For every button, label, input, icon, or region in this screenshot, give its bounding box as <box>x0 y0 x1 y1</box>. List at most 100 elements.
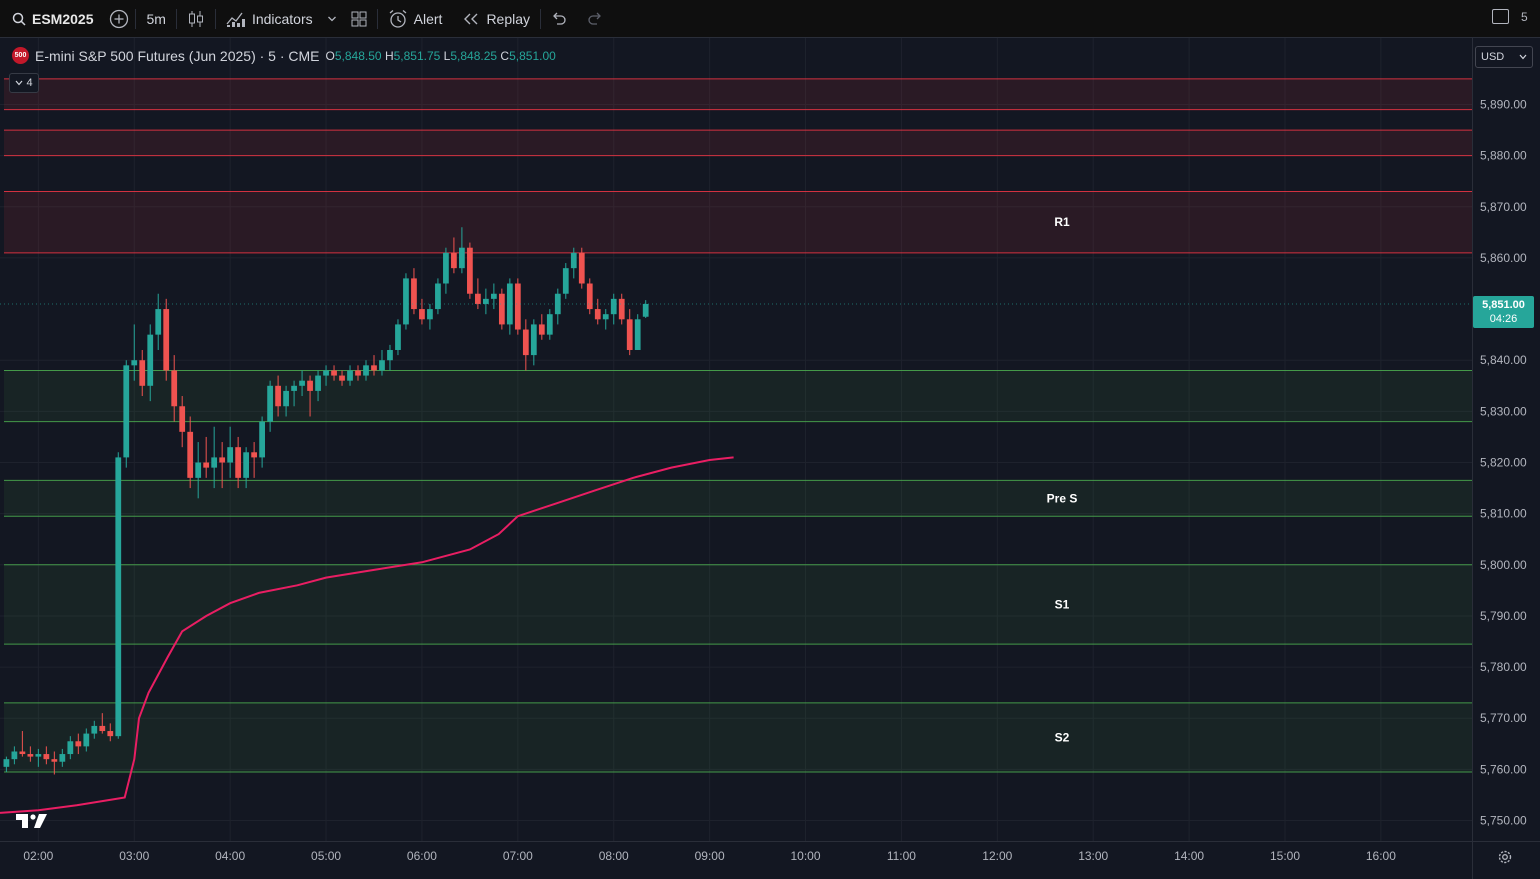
candle-body <box>379 360 385 371</box>
price-tick-label: 5,760.00 <box>1480 762 1527 776</box>
currency-select[interactable]: USD <box>1475 46 1533 68</box>
symbol-search-button[interactable]: ESM2025 <box>0 0 103 37</box>
candle-body <box>195 462 202 478</box>
candle <box>251 442 258 478</box>
gear-icon[interactable] <box>1497 849 1513 865</box>
legend-title[interactable]: E-mini S&P 500 Futures (Jun 2025) · 5 · … <box>35 47 320 64</box>
candle <box>179 396 186 448</box>
candle-body <box>347 370 353 381</box>
candle <box>578 247 585 289</box>
open-key: O <box>325 48 335 63</box>
candle-body <box>275 385 281 407</box>
ohlc-values: O5,848.50 H5,851.75 L5,848.25 C5,851.00 <box>326 49 556 63</box>
candle <box>642 300 649 319</box>
candle <box>411 268 417 315</box>
candle <box>355 365 361 381</box>
support-resistance-zones: R1 Pre S S1 S2 <box>4 78 1472 773</box>
vwap-line <box>0 456 734 814</box>
candle <box>387 344 393 371</box>
time-tick-label: 05:00 <box>311 849 341 863</box>
candle <box>363 360 369 381</box>
indicator-templates-dropdown[interactable] <box>323 0 341 37</box>
candle <box>323 365 329 386</box>
candle-body <box>171 370 178 407</box>
time-tick-label: 03:00 <box>119 849 149 863</box>
time-tick-label: 14:00 <box>1174 849 1204 863</box>
candle-body <box>51 759 58 762</box>
candle <box>419 298 425 325</box>
candle <box>498 288 505 330</box>
tradingview-logo-icon[interactable] <box>15 812 49 830</box>
undo-button[interactable] <box>541 0 577 37</box>
collapsed-count: 4 <box>26 77 33 89</box>
candle <box>227 426 234 478</box>
support-zone <box>4 702 1472 772</box>
candle <box>75 733 82 755</box>
layout-button[interactable] <box>341 0 377 37</box>
toolbar-right-group: 5 <box>1492 9 1528 24</box>
candle-body <box>546 314 553 335</box>
candle-body <box>283 390 289 407</box>
zone-label: R1 <box>1054 215 1070 229</box>
alert-button[interactable]: Alert <box>378 0 453 37</box>
candle <box>187 416 194 489</box>
close-value: 5,851.00 <box>509 48 556 63</box>
chart-type-button[interactable] <box>177 0 215 37</box>
candle-body <box>115 457 122 737</box>
candle <box>435 278 441 315</box>
candle <box>163 298 170 381</box>
price-tick-label: 5,840.00 <box>1480 353 1527 367</box>
candle <box>99 713 106 734</box>
high-key: H <box>384 48 394 63</box>
indicators-button[interactable]: Indicators <box>216 0 323 37</box>
replay-button[interactable]: Replay <box>452 0 540 37</box>
interval-button[interactable]: 5m <box>136 0 175 37</box>
candle-body <box>506 283 513 325</box>
candle-body <box>11 751 18 760</box>
compare-symbol-button[interactable] <box>103 0 135 37</box>
low-key: L <box>443 48 451 63</box>
price-chart[interactable]: R1 Pre S S1 S2 5,890.00 5,880.00 5,870.00 5,86… <box>0 38 1540 879</box>
price-tick-label: 5,880.00 <box>1480 149 1527 163</box>
candle-body <box>123 365 130 458</box>
candle <box>371 355 377 376</box>
chevron-down-icon <box>327 16 336 21</box>
candle <box>11 746 18 765</box>
chart-legend: 500 E-mini S&P 500 Futures (Jun 2025) · … <box>12 47 556 64</box>
support-zone <box>4 480 1472 517</box>
candle <box>235 436 242 489</box>
fullscreen-button[interactable] <box>1492 9 1509 24</box>
candle <box>67 736 74 760</box>
candle-body <box>475 293 481 304</box>
candle-body <box>355 370 361 376</box>
candle-body <box>83 733 90 747</box>
candle <box>530 319 537 366</box>
bar-countdown: 04:26 <box>1489 313 1518 325</box>
candle-body <box>147 334 154 386</box>
last-price-value: 5,851.00 <box>1482 299 1525 311</box>
candle-body <box>387 349 393 361</box>
candle <box>514 278 521 335</box>
corner-text: 5 <box>1521 9 1528 24</box>
redo-button[interactable] <box>577 0 613 37</box>
price-axis[interactable]: 5,890.00 5,880.00 5,870.00 5,860.00 5,840.00… <box>1480 97 1527 827</box>
candle <box>131 324 138 381</box>
candle <box>3 756 10 772</box>
chart-background <box>0 38 1540 879</box>
time-axis[interactable]: 02:00 03:00 04:00 05:00 06:00 07:00 08:00 09:00… <box>23 849 1396 863</box>
candle <box>307 375 313 417</box>
candle <box>315 370 321 402</box>
candle <box>59 748 66 767</box>
candle-body <box>27 754 34 757</box>
candle <box>451 237 457 274</box>
candle-body <box>323 370 329 376</box>
candle <box>211 426 218 489</box>
candle-body <box>427 309 433 320</box>
open-value: 5,848.50 <box>334 48 382 63</box>
resistance-zone <box>4 191 1472 253</box>
candle-body <box>203 462 210 468</box>
symbol-logo-badge: 500 <box>12 47 29 64</box>
candle-body <box>155 309 162 335</box>
indicators-collapse-toggle[interactable]: 4 <box>9 73 39 93</box>
candle-body <box>131 360 138 366</box>
